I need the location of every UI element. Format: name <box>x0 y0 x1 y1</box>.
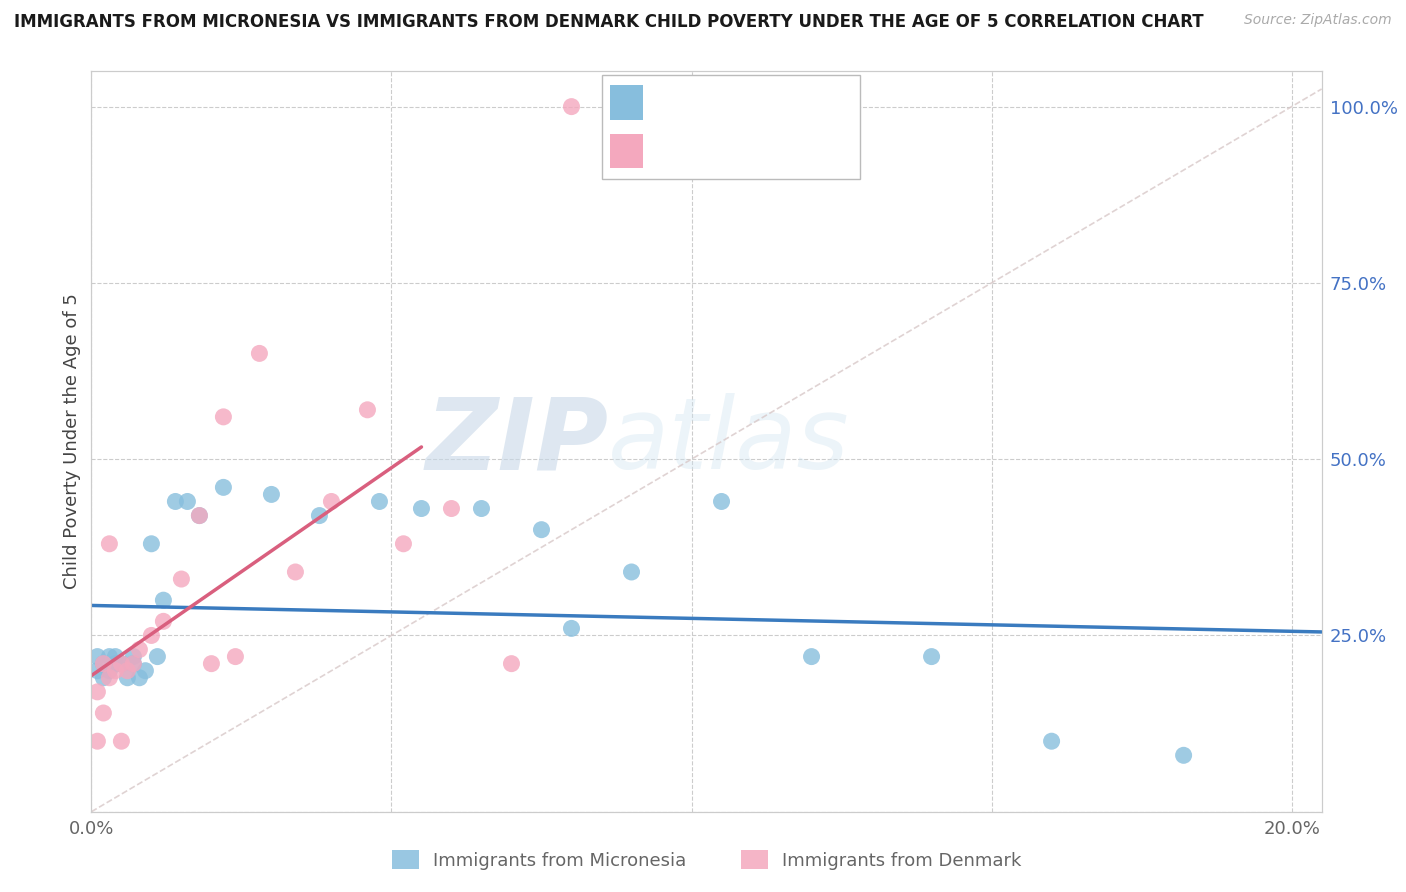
Text: N =: N = <box>762 94 796 112</box>
Point <box>110 657 132 671</box>
Point <box>392 537 415 551</box>
Point <box>200 657 222 671</box>
Point <box>86 734 108 748</box>
Point <box>152 615 174 629</box>
Point <box>98 671 121 685</box>
Point <box>501 657 523 671</box>
Point <box>146 649 169 664</box>
Bar <box>610 134 644 169</box>
Point <box>122 657 145 671</box>
Point <box>1173 748 1195 763</box>
Text: Source: ZipAtlas.com: Source: ZipAtlas.com <box>1244 13 1392 28</box>
Point <box>93 706 115 720</box>
Point <box>98 649 121 664</box>
Point <box>141 537 163 551</box>
Point <box>368 494 391 508</box>
Point <box>128 642 150 657</box>
Point <box>710 494 733 508</box>
Point <box>122 649 145 664</box>
Point <box>321 494 343 508</box>
Text: R =: R = <box>651 142 685 160</box>
Point <box>93 671 115 685</box>
Point <box>110 657 132 671</box>
Text: R =: R = <box>651 94 685 112</box>
Point <box>104 649 127 664</box>
Text: 27: 27 <box>808 142 831 160</box>
Point <box>170 572 193 586</box>
Point <box>260 487 283 501</box>
Point <box>104 657 127 671</box>
Text: IMMIGRANTS FROM MICRONESIA VS IMMIGRANTS FROM DENMARK CHILD POVERTY UNDER THE AG: IMMIGRANTS FROM MICRONESIA VS IMMIGRANTS… <box>14 13 1204 31</box>
Point <box>308 508 330 523</box>
Point <box>249 346 271 360</box>
Legend: Immigrants from Micronesia, Immigrants from Denmark: Immigrants from Micronesia, Immigrants f… <box>384 843 1029 877</box>
FancyBboxPatch shape <box>602 75 860 178</box>
Point <box>110 734 132 748</box>
Point <box>921 649 943 664</box>
Point <box>620 565 643 579</box>
Text: atlas: atlas <box>607 393 849 490</box>
Point <box>134 664 156 678</box>
Point <box>93 657 115 671</box>
Point <box>560 100 582 114</box>
Text: 0.580: 0.580 <box>690 142 747 160</box>
Text: 35: 35 <box>808 94 831 112</box>
Point <box>117 671 139 685</box>
Text: N =: N = <box>762 142 796 160</box>
Bar <box>610 86 644 120</box>
Point <box>530 523 553 537</box>
Point <box>1040 734 1063 748</box>
Point <box>284 565 307 579</box>
Point <box>122 657 145 671</box>
Point <box>141 628 163 642</box>
Point <box>86 664 108 678</box>
Point <box>411 501 433 516</box>
Point <box>224 649 246 664</box>
Point <box>356 402 378 417</box>
Point <box>117 664 139 678</box>
Text: -0.092: -0.092 <box>690 94 748 112</box>
Point <box>176 494 198 508</box>
Point <box>104 664 127 678</box>
Point <box>93 657 115 671</box>
Point <box>470 501 492 516</box>
Point <box>98 537 121 551</box>
Point <box>800 649 823 664</box>
Point <box>212 409 235 424</box>
Point <box>98 664 121 678</box>
Point <box>86 649 108 664</box>
Point <box>212 480 235 494</box>
Point <box>188 508 211 523</box>
Point <box>165 494 187 508</box>
Point <box>560 621 582 635</box>
Text: ZIP: ZIP <box>425 393 607 490</box>
Point <box>152 593 174 607</box>
Y-axis label: Child Poverty Under the Age of 5: Child Poverty Under the Age of 5 <box>63 293 82 590</box>
Point <box>86 685 108 699</box>
Point <box>110 657 132 671</box>
Point <box>128 671 150 685</box>
Point <box>188 508 211 523</box>
Point <box>440 501 463 516</box>
